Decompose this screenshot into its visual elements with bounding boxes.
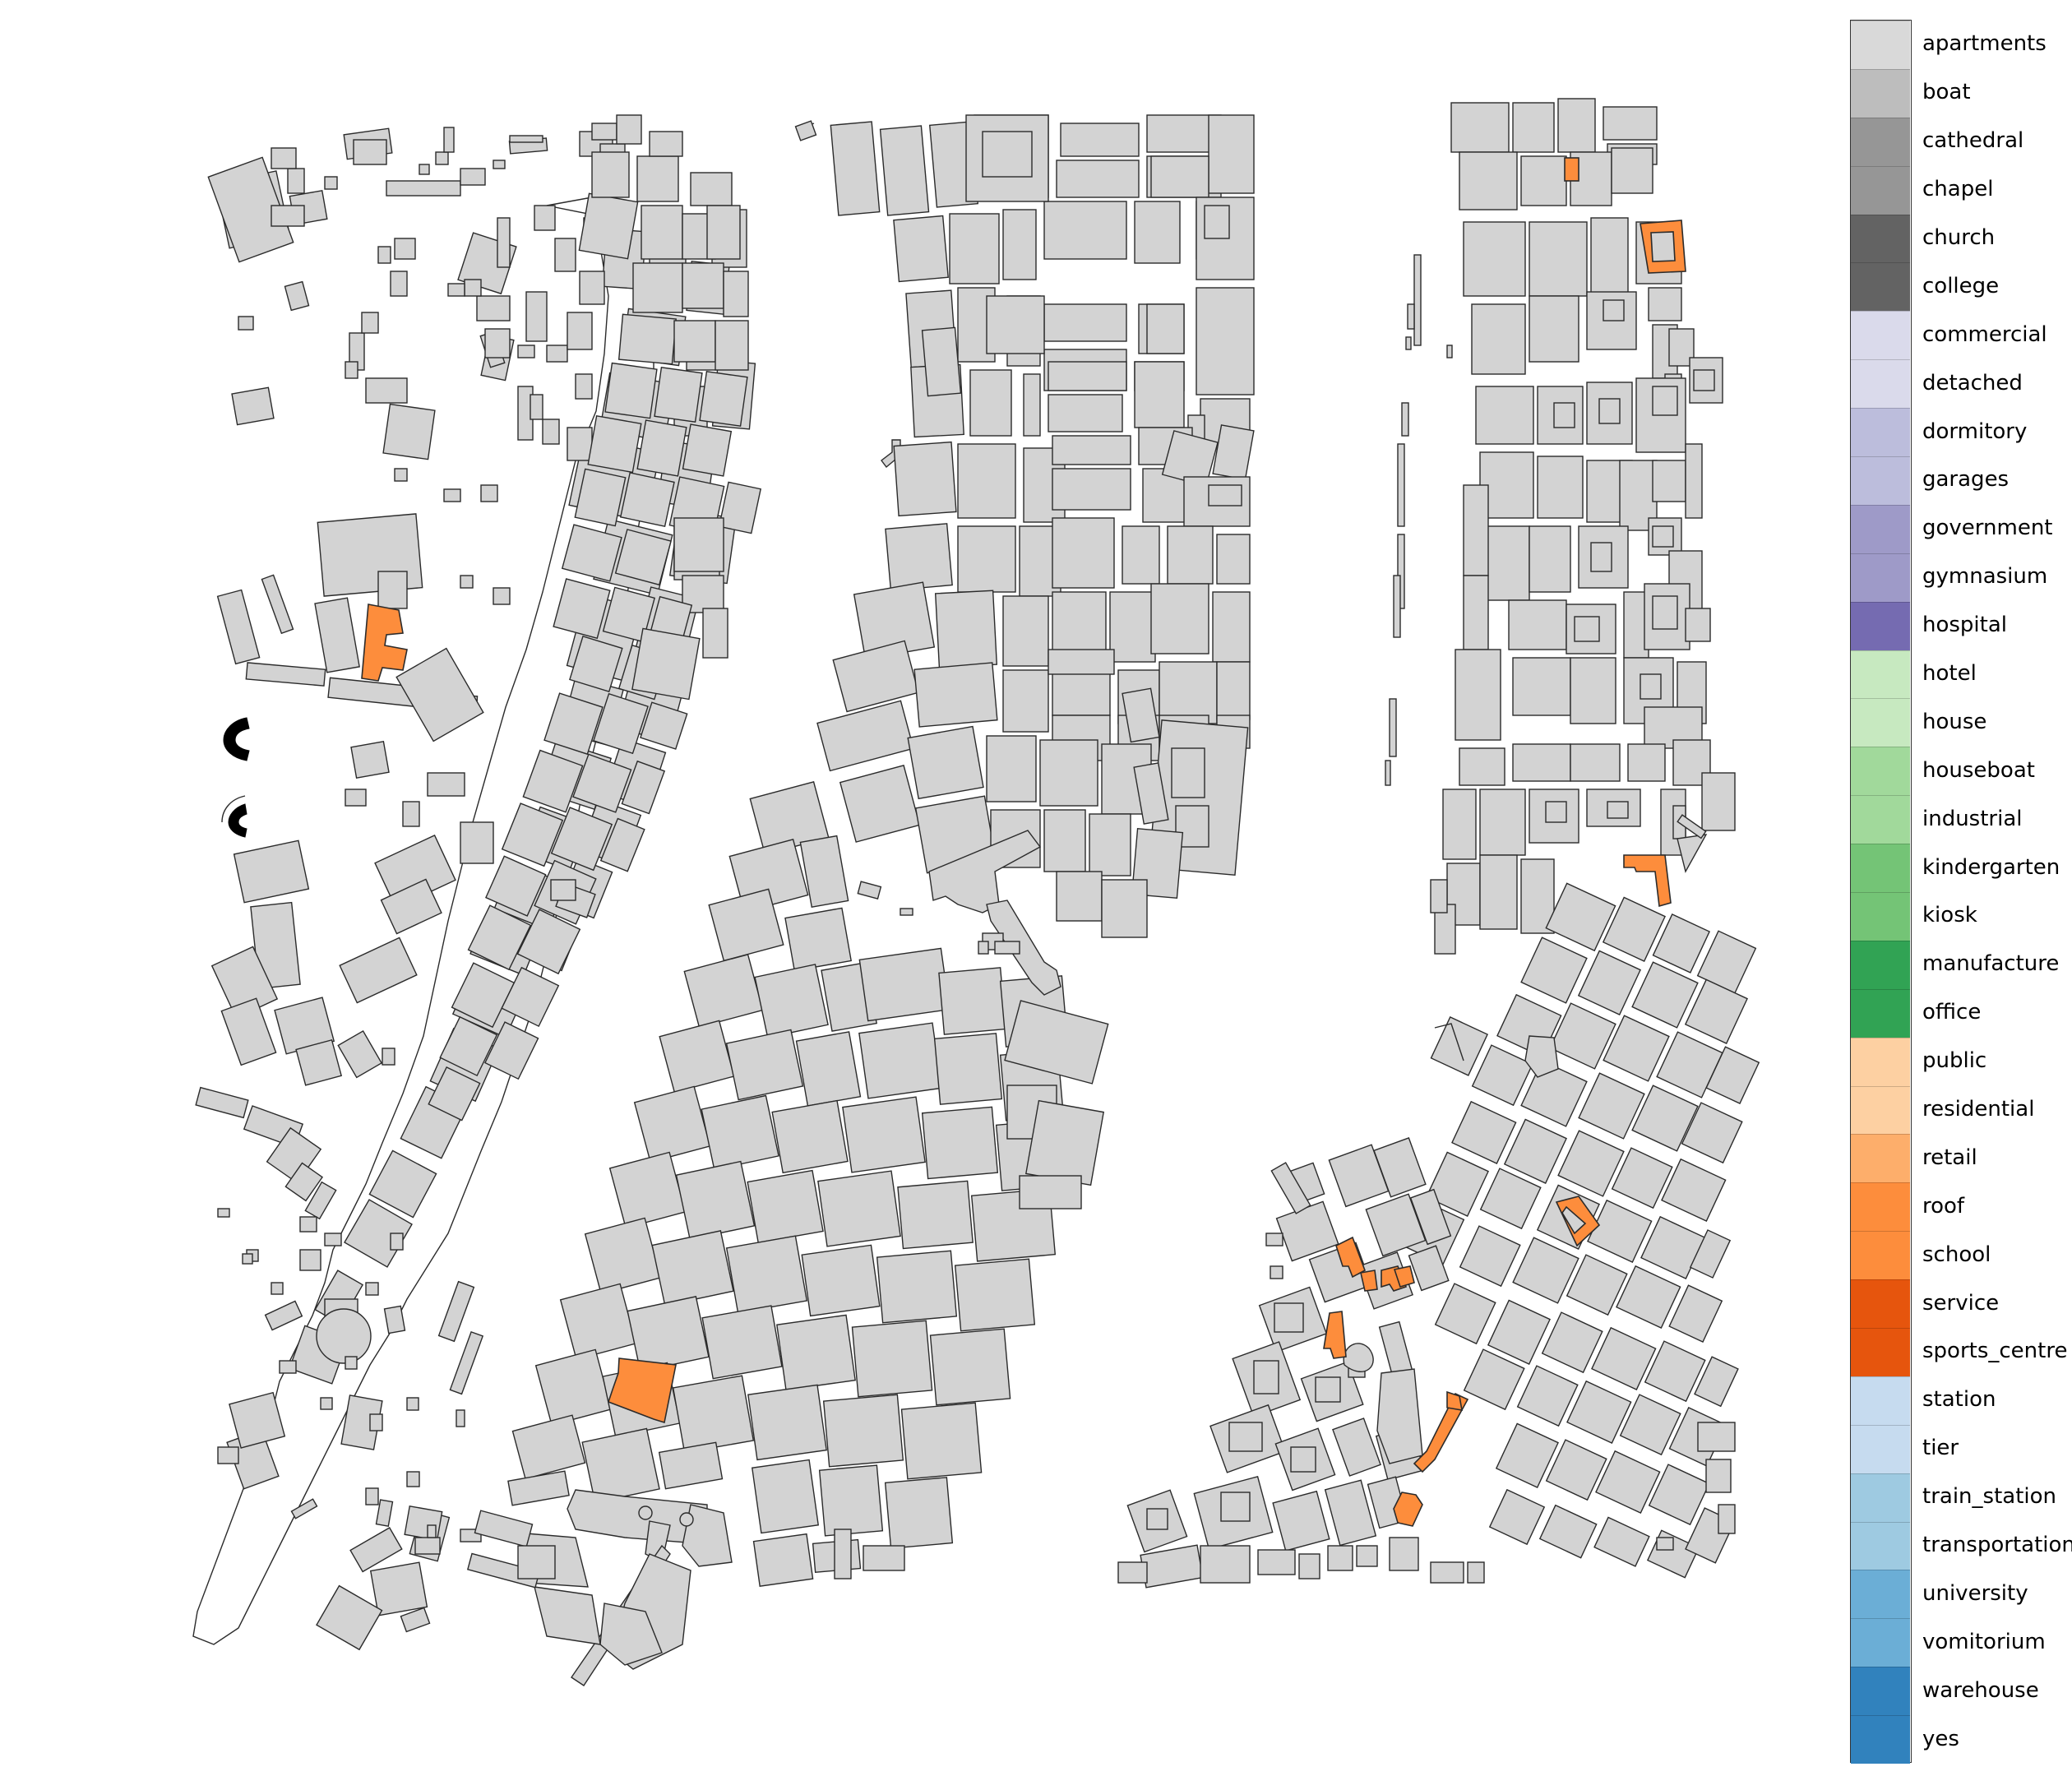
old-town-cluster xyxy=(428,114,762,1122)
legend-label: church xyxy=(1922,225,1996,250)
legend-swatch xyxy=(1851,988,1910,1038)
legend-label: boat xyxy=(1922,80,1971,105)
legend-swatch xyxy=(1851,1618,1910,1667)
legend-label: hotel xyxy=(1922,661,1977,686)
legend-label: station xyxy=(1922,1387,1996,1413)
legend-swatch xyxy=(1851,165,1910,215)
legend-label: kiosk xyxy=(1922,903,1977,928)
legend-colorbar xyxy=(1850,20,1912,1764)
legend-swatch xyxy=(1851,1037,1910,1087)
legend-swatch xyxy=(1851,1376,1910,1426)
legend-swatch xyxy=(1851,359,1910,409)
legend-swatch xyxy=(1851,1085,1910,1135)
legend-label: college xyxy=(1922,273,2000,298)
legend-label: roof xyxy=(1922,1193,1965,1219)
legend-label: industrial xyxy=(1922,806,2023,831)
legend-swatch xyxy=(1851,408,1910,457)
legend-label: detached xyxy=(1922,370,2023,395)
legend-label: service xyxy=(1922,1290,2000,1316)
legend-swatch xyxy=(1851,311,1910,360)
legend-swatch xyxy=(1851,650,1910,699)
legend-swatch xyxy=(1851,1570,1910,1619)
legend-swatch xyxy=(1851,698,1910,747)
legend-swatch xyxy=(1851,456,1910,506)
legend-swatch xyxy=(1851,892,1910,941)
legend-label: train_station xyxy=(1922,1484,2056,1510)
legend-label: university xyxy=(1922,1580,2028,1606)
right-grid-district xyxy=(1117,98,1760,1589)
legend-label: cathedral xyxy=(1922,128,2024,154)
legend-label: tier xyxy=(1922,1436,1959,1461)
legend-label: retail xyxy=(1922,1145,1977,1170)
legend-label: dormitory xyxy=(1922,419,2028,444)
legend-swatch xyxy=(1851,504,1910,554)
legend-swatch xyxy=(1851,844,1910,893)
legend-label: apartments xyxy=(1922,31,2047,57)
legend-swatch xyxy=(1851,1473,1910,1523)
legend-label: school xyxy=(1922,1242,1991,1267)
legend-swatch xyxy=(1851,1328,1910,1377)
legend-swatch xyxy=(1851,553,1910,603)
legend-swatch xyxy=(1851,747,1910,796)
legend-swatch xyxy=(1851,214,1910,263)
legend-label: kindergarten xyxy=(1922,854,2060,880)
legend-label: chapel xyxy=(1922,177,1994,202)
legend-swatch xyxy=(1851,21,1910,70)
legend-swatch xyxy=(1851,68,1910,118)
legend-label: warehouse xyxy=(1922,1677,2039,1703)
legend-label: garages xyxy=(1922,467,2010,493)
legend-label: hospital xyxy=(1922,613,2008,638)
legend-swatch xyxy=(1851,1715,1910,1764)
legend-swatch xyxy=(1851,940,1910,990)
legend-label: transportation xyxy=(1922,1533,2072,1557)
legend-label: manufacture xyxy=(1922,951,2060,977)
legend-swatch xyxy=(1851,601,1910,651)
legend-swatch xyxy=(1851,1424,1910,1474)
legend-label: government xyxy=(1922,516,2053,541)
legend-swatch xyxy=(1851,1279,1910,1329)
legend-swatch xyxy=(1851,262,1910,312)
legend-swatch xyxy=(1851,1182,1910,1232)
legend-label: yes xyxy=(1922,1726,1959,1751)
legend-label: houseboat xyxy=(1922,757,2035,783)
legend-swatch xyxy=(1851,1231,1910,1280)
legend-label: house xyxy=(1922,709,1987,734)
legend-swatch xyxy=(1851,1667,1910,1716)
legend-label: residential xyxy=(1922,1097,2035,1122)
legend-swatch xyxy=(1851,1521,1910,1570)
legend-swatch xyxy=(1851,117,1910,167)
legend-label: sports_centre xyxy=(1922,1339,2068,1364)
legend-label: gymnasium xyxy=(1922,564,2048,590)
legend-label: vomitorium xyxy=(1922,1629,2046,1654)
legend-label: office xyxy=(1922,1000,1982,1025)
legend-label: commercial xyxy=(1922,321,2047,347)
central-grid-district xyxy=(375,114,1255,1686)
legend-swatch xyxy=(1851,795,1910,844)
legend-swatch xyxy=(1851,1134,1910,1183)
legend-label: public xyxy=(1922,1048,1987,1074)
